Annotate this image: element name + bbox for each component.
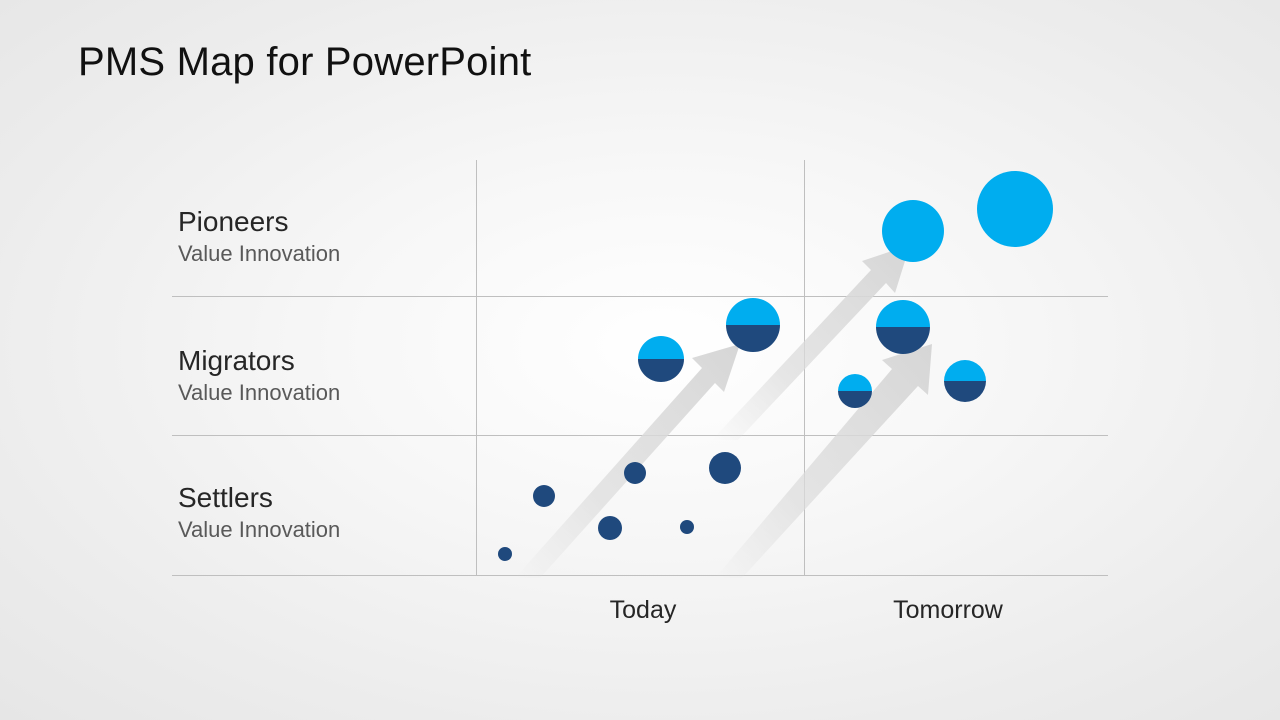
row-label-settlers: Settlers Value Innovation (178, 481, 458, 545)
row-label-pioneers: Pioneers Value Innovation (178, 205, 458, 269)
pioneers-circles (882, 171, 1053, 262)
migrator-circle (726, 298, 780, 352)
row-subtitle: Value Innovation (178, 241, 341, 266)
growth-arrow-center (712, 245, 910, 440)
slide-title: PMS Map for PowerPoint (78, 40, 532, 84)
migrator-circle (944, 360, 986, 402)
growth-arrow-tomorrow (715, 344, 932, 578)
settler-circle (533, 485, 555, 507)
settler-circle (680, 520, 694, 534)
growth-arrows (515, 245, 932, 578)
settler-circle (598, 516, 622, 540)
migrator-circle (876, 300, 930, 354)
row-title: Pioneers (178, 206, 289, 237)
settlers-circles (498, 452, 741, 561)
settler-circle (709, 452, 741, 484)
growth-arrow-today (515, 344, 740, 578)
migrator-circle (838, 374, 872, 408)
row-title: Settlers (178, 482, 273, 513)
migrators-circles (638, 298, 986, 408)
settler-circle (624, 462, 646, 484)
row-subtitle: Value Innovation (178, 517, 341, 542)
column-label-tomorrow: Tomorrow (893, 596, 1003, 624)
row-title: Migrators (178, 345, 295, 376)
column-label-today: Today (609, 596, 677, 624)
settler-circle (498, 547, 512, 561)
row-subtitle: Value Innovation (178, 380, 341, 405)
pioneer-circle (977, 171, 1053, 247)
row-label-migrators: Migrators Value Innovation (178, 344, 458, 408)
pioneer-circle (882, 200, 944, 262)
migrator-circle (638, 336, 684, 382)
